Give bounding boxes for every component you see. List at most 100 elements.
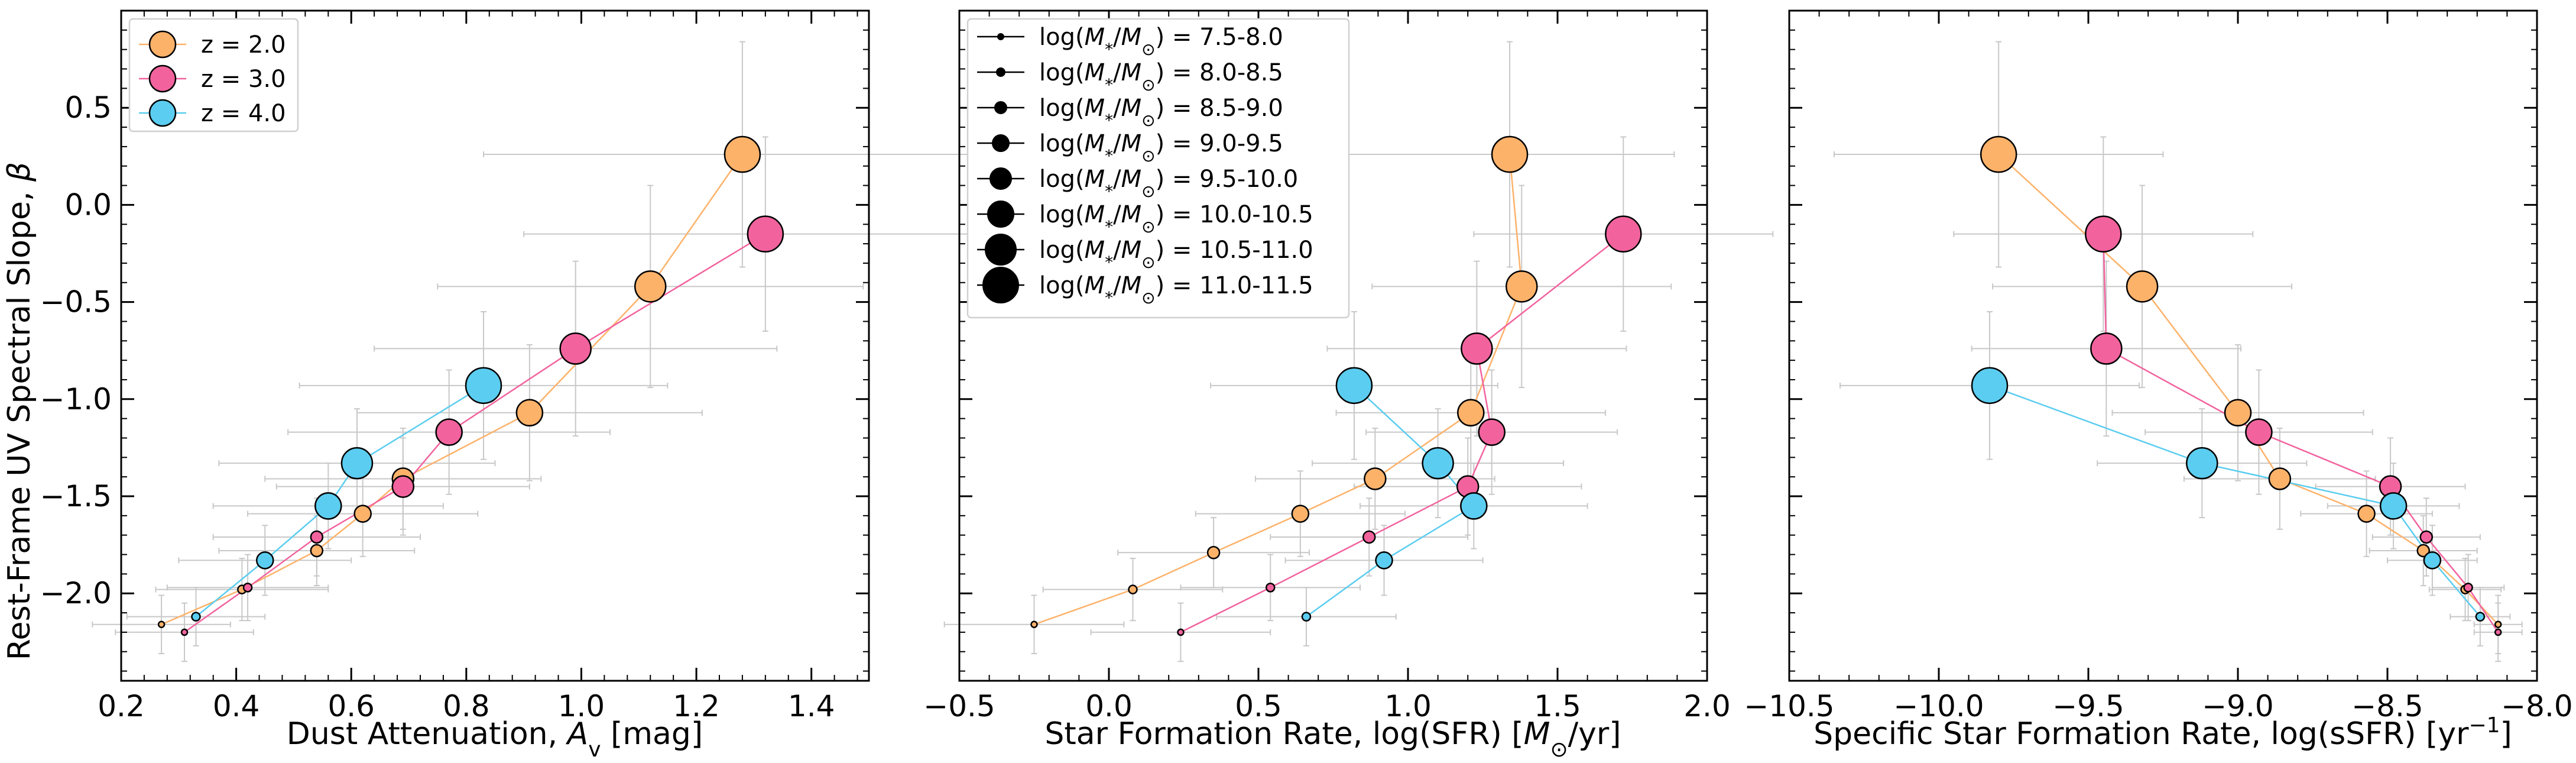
panel-star-formation-rate: −0.5 0.0 0.5 1.0 1.5 2.0 Star Formation Rate,… bbox=[923, 9, 1774, 762]
legend-label-part: log( bbox=[1039, 59, 1085, 86]
data-point-z3-4 bbox=[2245, 418, 2273, 446]
legend-label-part: * bbox=[1105, 111, 1113, 130]
legend-label-mass-bin-1: log(M*/M⊙) = 8.0-8.5 bbox=[1039, 59, 1283, 95]
x-axis-label: Star Formation Rate, log(SFR) [M⊙/yr] bbox=[1044, 716, 1621, 762]
x-tick-label: −9.0 bbox=[2202, 689, 2273, 723]
legend-label-part: log( bbox=[1039, 166, 1085, 193]
data-point-z4-0 bbox=[191, 612, 201, 622]
ticks bbox=[120, 10, 869, 681]
data-point-z4-1 bbox=[256, 551, 274, 570]
legend-label-part: ) = 8.0-8.5 bbox=[1156, 59, 1283, 86]
data-point-z4-3 bbox=[1422, 447, 1454, 480]
legend-label-part: / bbox=[1113, 237, 1121, 264]
data-point-z3-3 bbox=[391, 475, 415, 498]
series-line-z3 bbox=[184, 233, 766, 633]
x-tick-label: 1.0 bbox=[1384, 689, 1432, 723]
data-point-z2-5 bbox=[2224, 399, 2252, 427]
legend-label-part: M bbox=[1121, 95, 1142, 122]
legend-label-part: M bbox=[1085, 95, 1105, 122]
axes-frame bbox=[120, 9, 870, 682]
x-tick-label: 1.2 bbox=[673, 689, 720, 723]
legend-marker-mass-bin-4 bbox=[989, 167, 1012, 190]
legend-label-part: ⊙ bbox=[1141, 182, 1155, 201]
legend-label-part: ⊙ bbox=[1141, 111, 1155, 130]
panel-specific-star-formation-rate: −10.5 −10.0 −9.5 −9.0 −8.5 −8.0 Specific Star… bbox=[1744, 9, 2573, 752]
legend-label-mass-bin-4: log(M*/M⊙) = 9.5-10.0 bbox=[1039, 166, 1298, 201]
x-tick-label: 0.4 bbox=[213, 689, 260, 723]
legend-label-mass-bin-5: log(M*/M⊙) = 10.0-10.5 bbox=[1039, 201, 1313, 237]
x-axis-label: Dust Attenuation, Av [mag] bbox=[287, 716, 703, 762]
y-tick-label: 0.0 bbox=[64, 187, 112, 222]
legend-label-part: M bbox=[1121, 272, 1142, 299]
legend-label-part: * bbox=[1105, 75, 1113, 95]
legend-label-part: * bbox=[1105, 182, 1113, 201]
data-point-z3-1 bbox=[1265, 583, 1276, 593]
legend-label: z = 4.0 bbox=[201, 100, 286, 127]
tick-labels: −0.5 0.0 0.5 1.0 1.5 2.0 bbox=[923, 689, 1730, 723]
legend-label-part: M bbox=[1085, 237, 1105, 264]
series-line-z2 bbox=[1998, 154, 2499, 625]
x-tick-label: 1.4 bbox=[788, 689, 835, 723]
legend-label-part: log( bbox=[1039, 237, 1085, 264]
x-tick-label: −9.5 bbox=[2052, 689, 2124, 723]
x-tick-label: −10.0 bbox=[1893, 689, 1984, 723]
x-axis-label: Specific Star Formation Rate, log(sSFR) … bbox=[1813, 713, 2512, 752]
data-point-z4-1 bbox=[2423, 551, 2442, 570]
legend-redshift: z = 2.0 z = 3.0 z = 4.0 bbox=[128, 18, 299, 132]
y-tick-label: −1.5 bbox=[40, 479, 112, 513]
legend-label-part: M bbox=[1121, 166, 1142, 193]
data-point-z2-0 bbox=[1030, 620, 1038, 629]
data-point-z3-4 bbox=[1478, 418, 1506, 446]
data-point-z3-6 bbox=[1605, 215, 1642, 253]
series-line-z3 bbox=[2103, 234, 2499, 633]
legend-marker-mass-bin-3 bbox=[992, 134, 1010, 152]
legend-label-part: M bbox=[1085, 130, 1105, 157]
x-tick-label: 0.0 bbox=[1085, 689, 1133, 723]
legend-label-part: / bbox=[1113, 201, 1121, 228]
data-point-z4-4 bbox=[1971, 367, 2009, 405]
errorbars bbox=[1833, 41, 2523, 662]
legend-label-part: log( bbox=[1039, 24, 1085, 51]
legend-marker-mass-bin-5 bbox=[987, 201, 1014, 228]
legend-label-part: / bbox=[1113, 24, 1121, 51]
legend-label-part: / bbox=[1113, 59, 1121, 86]
y-tick-label: −2.0 bbox=[40, 576, 112, 610]
markers bbox=[1971, 135, 2502, 636]
data-point-z4-1 bbox=[1375, 551, 1393, 570]
x-tick-label: −0.5 bbox=[923, 689, 995, 723]
legend-label-part: ⊙ bbox=[1141, 146, 1155, 166]
data-point-z2-5 bbox=[515, 399, 544, 427]
y-axis-label: Rest-Frame UV Spectral Slope, β bbox=[2, 162, 37, 660]
legend-label-part: * bbox=[1105, 288, 1113, 308]
markers bbox=[157, 135, 784, 636]
x-tick-label: −8.5 bbox=[2351, 689, 2423, 723]
x-tick-label: 0.8 bbox=[443, 689, 490, 723]
legend-label-part: M bbox=[1121, 59, 1142, 86]
legend-label-mass-bin-7: log(M*/M⊙) = 11.0-11.5 bbox=[1039, 272, 1313, 308]
data-point-z3-2 bbox=[2419, 530, 2434, 544]
data-point-z4-0 bbox=[1301, 612, 1312, 622]
series-line-z2 bbox=[1034, 154, 1523, 625]
legend-marker-mass-bin-6 bbox=[985, 234, 1017, 266]
data-point-z3-2 bbox=[1362, 530, 1376, 544]
legend-label: z = 2.0 bbox=[201, 31, 286, 59]
data-point-z2-0 bbox=[2494, 620, 2502, 629]
series-line-z4 bbox=[1306, 384, 1475, 617]
legend-label-part: / bbox=[1113, 166, 1121, 193]
axes-frame bbox=[958, 9, 1708, 682]
legend-label-part: ) = 8.5-9.0 bbox=[1156, 95, 1283, 122]
data-point-z2-5 bbox=[1457, 399, 1485, 427]
data-point-z4-3 bbox=[340, 447, 374, 480]
legend-label-part: M bbox=[1121, 24, 1142, 51]
data-point-z2-3 bbox=[353, 505, 372, 523]
tick-labels: −10.5 −10.0 −9.5 −9.0 −8.5 −8.0 bbox=[1744, 689, 2572, 723]
data-point-z4-2 bbox=[2379, 492, 2408, 520]
legend-label-part: ) = 9.5-10.0 bbox=[1156, 166, 1299, 193]
legend-label-part: log( bbox=[1039, 130, 1085, 157]
legend-label-part: M bbox=[1085, 24, 1105, 51]
y-tick-label: −0.5 bbox=[40, 285, 112, 319]
x-tick-label: 0.2 bbox=[98, 689, 145, 723]
data-point-z3-4 bbox=[435, 418, 463, 446]
legend-label-part: ⊙ bbox=[1141, 75, 1155, 95]
